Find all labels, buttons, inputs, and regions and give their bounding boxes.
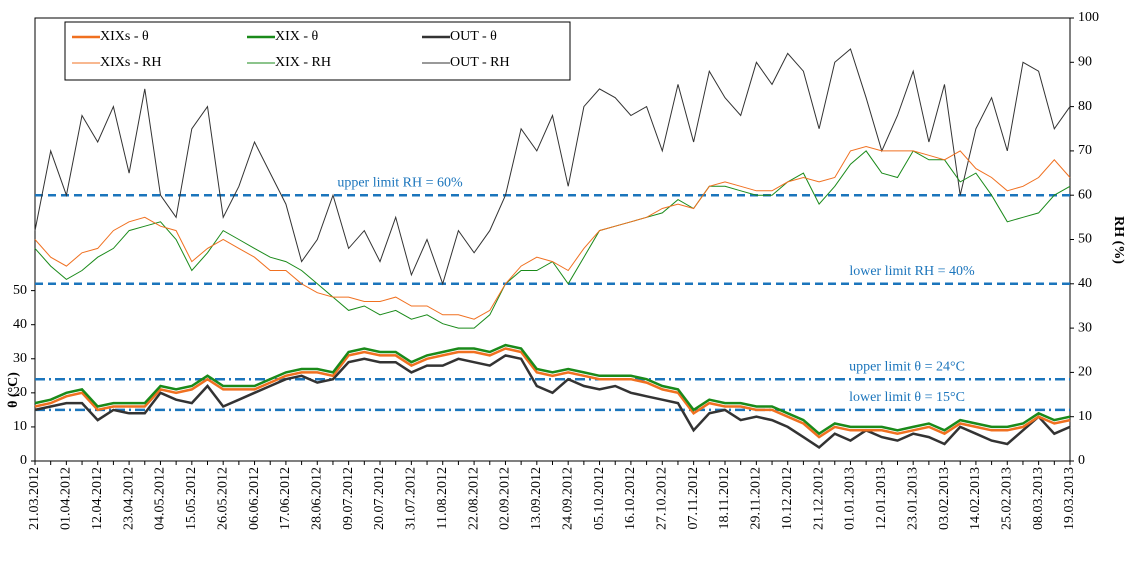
y-tick-label: 20 (13, 385, 27, 400)
x-tick-label: 25.02.2013 (999, 467, 1014, 530)
y2-axis-title: RH (%) (1111, 216, 1126, 264)
x-tick-label: 20.07.2012 (372, 467, 387, 530)
y2-tick-label: 30 (1078, 320, 1092, 335)
y2-tick-label: 80 (1078, 99, 1092, 114)
legend-label: XIXs - RH (100, 55, 161, 70)
y2-tick-label: 0 (1078, 453, 1085, 468)
x-tick-label: 07.11.2012 (686, 467, 701, 529)
x-tick-label: 31.07.2012 (404, 467, 419, 530)
legend-label: OUT - θ (450, 29, 497, 44)
x-tick-label: 17.06.2012 (278, 467, 293, 530)
y2-tick-label: 50 (1078, 232, 1092, 247)
x-tick-label: 02.09.2012 (498, 467, 513, 530)
x-tick-label: 03.02.2013 (937, 467, 952, 530)
legend-box (64, 21, 571, 81)
reference-label: lower limit θ = 15°C (849, 390, 965, 405)
legend-label: XIXs - θ (100, 29, 149, 44)
legend-label: OUT - RH (450, 55, 510, 70)
x-tick-label: 14.02.2013 (968, 467, 983, 530)
reference-label: lower limit RH = 40% (849, 264, 975, 279)
reference-label: upper limit θ = 24°C (849, 359, 965, 374)
x-tick-label: 26.05.2012 (215, 467, 230, 530)
y-tick-label: 40 (13, 317, 27, 332)
x-tick-label: 21.03.2012 (27, 467, 42, 530)
legend-label: XIX - θ (275, 29, 319, 44)
y-tick-label: 0 (20, 453, 27, 468)
x-tick-label: 09.07.2012 (341, 467, 356, 530)
y2-tick-label: 100 (1078, 10, 1099, 25)
y2-tick-label: 90 (1078, 55, 1092, 70)
x-tick-label: 08.03.2013 (1031, 467, 1046, 530)
x-tick-label: 24.09.2012 (560, 467, 575, 530)
x-tick-label: 23.01.2013 (905, 467, 920, 530)
x-tick-label: 05.10.2012 (592, 467, 607, 530)
y-tick-label: 30 (13, 351, 27, 366)
y-axis-title: θ (°C) (6, 372, 21, 408)
x-tick-label: 18.11.2012 (717, 467, 732, 529)
x-tick-label: 27.10.2012 (654, 467, 669, 530)
legend-label: XIX - RH (275, 55, 331, 70)
y-tick-label: 10 (13, 419, 27, 434)
x-tick-label: 01.04.2012 (59, 467, 74, 530)
x-tick-label: 01.01.2013 (843, 467, 858, 530)
x-tick-label: 16.10.2012 (623, 467, 638, 530)
x-tick-label: 04.05.2012 (153, 467, 168, 530)
series-line (34, 48, 1071, 286)
series-line (34, 347, 1071, 439)
x-tick-label: 21.12.2012 (811, 467, 826, 530)
x-tick-label: 11.08.2012 (435, 467, 450, 529)
series-line (34, 354, 1071, 449)
y2-tick-label: 70 (1078, 143, 1092, 158)
legend: XIXs - θ XIX - θ OUT - θ XIXs - RH XIX - RH O… (64, 21, 571, 81)
x-tick-label: 28.06.2012 (309, 467, 324, 530)
y2-tick-label: 40 (1078, 276, 1092, 291)
series-line (34, 145, 1071, 320)
y2-tick-label: 10 (1078, 409, 1092, 424)
y2-tick-label: 60 (1078, 187, 1092, 202)
x-tick-label: 19.03.2013 (1062, 467, 1077, 530)
series-line (34, 343, 1071, 436)
x-tick-label: 22.08.2012 (466, 467, 481, 530)
x-tick-label: 12.04.2012 (90, 467, 105, 530)
x-tick-label: 15.05.2012 (184, 467, 199, 530)
x-tick-label: 23.04.2012 (121, 467, 136, 530)
reference-label: upper limit RH = 60% (337, 175, 463, 190)
x-tick-label: 06.06.2012 (247, 467, 262, 530)
series-line (34, 150, 1071, 329)
y-tick-label: 50 (13, 283, 27, 298)
x-tick-label: 12.01.2013 (874, 467, 889, 530)
y2-tick-label: 20 (1078, 365, 1092, 380)
x-tick-label: 13.09.2012 (529, 467, 544, 530)
x-tick-label: 10.12.2012 (780, 467, 795, 530)
x-tick-label: 29.11.2012 (749, 467, 764, 529)
